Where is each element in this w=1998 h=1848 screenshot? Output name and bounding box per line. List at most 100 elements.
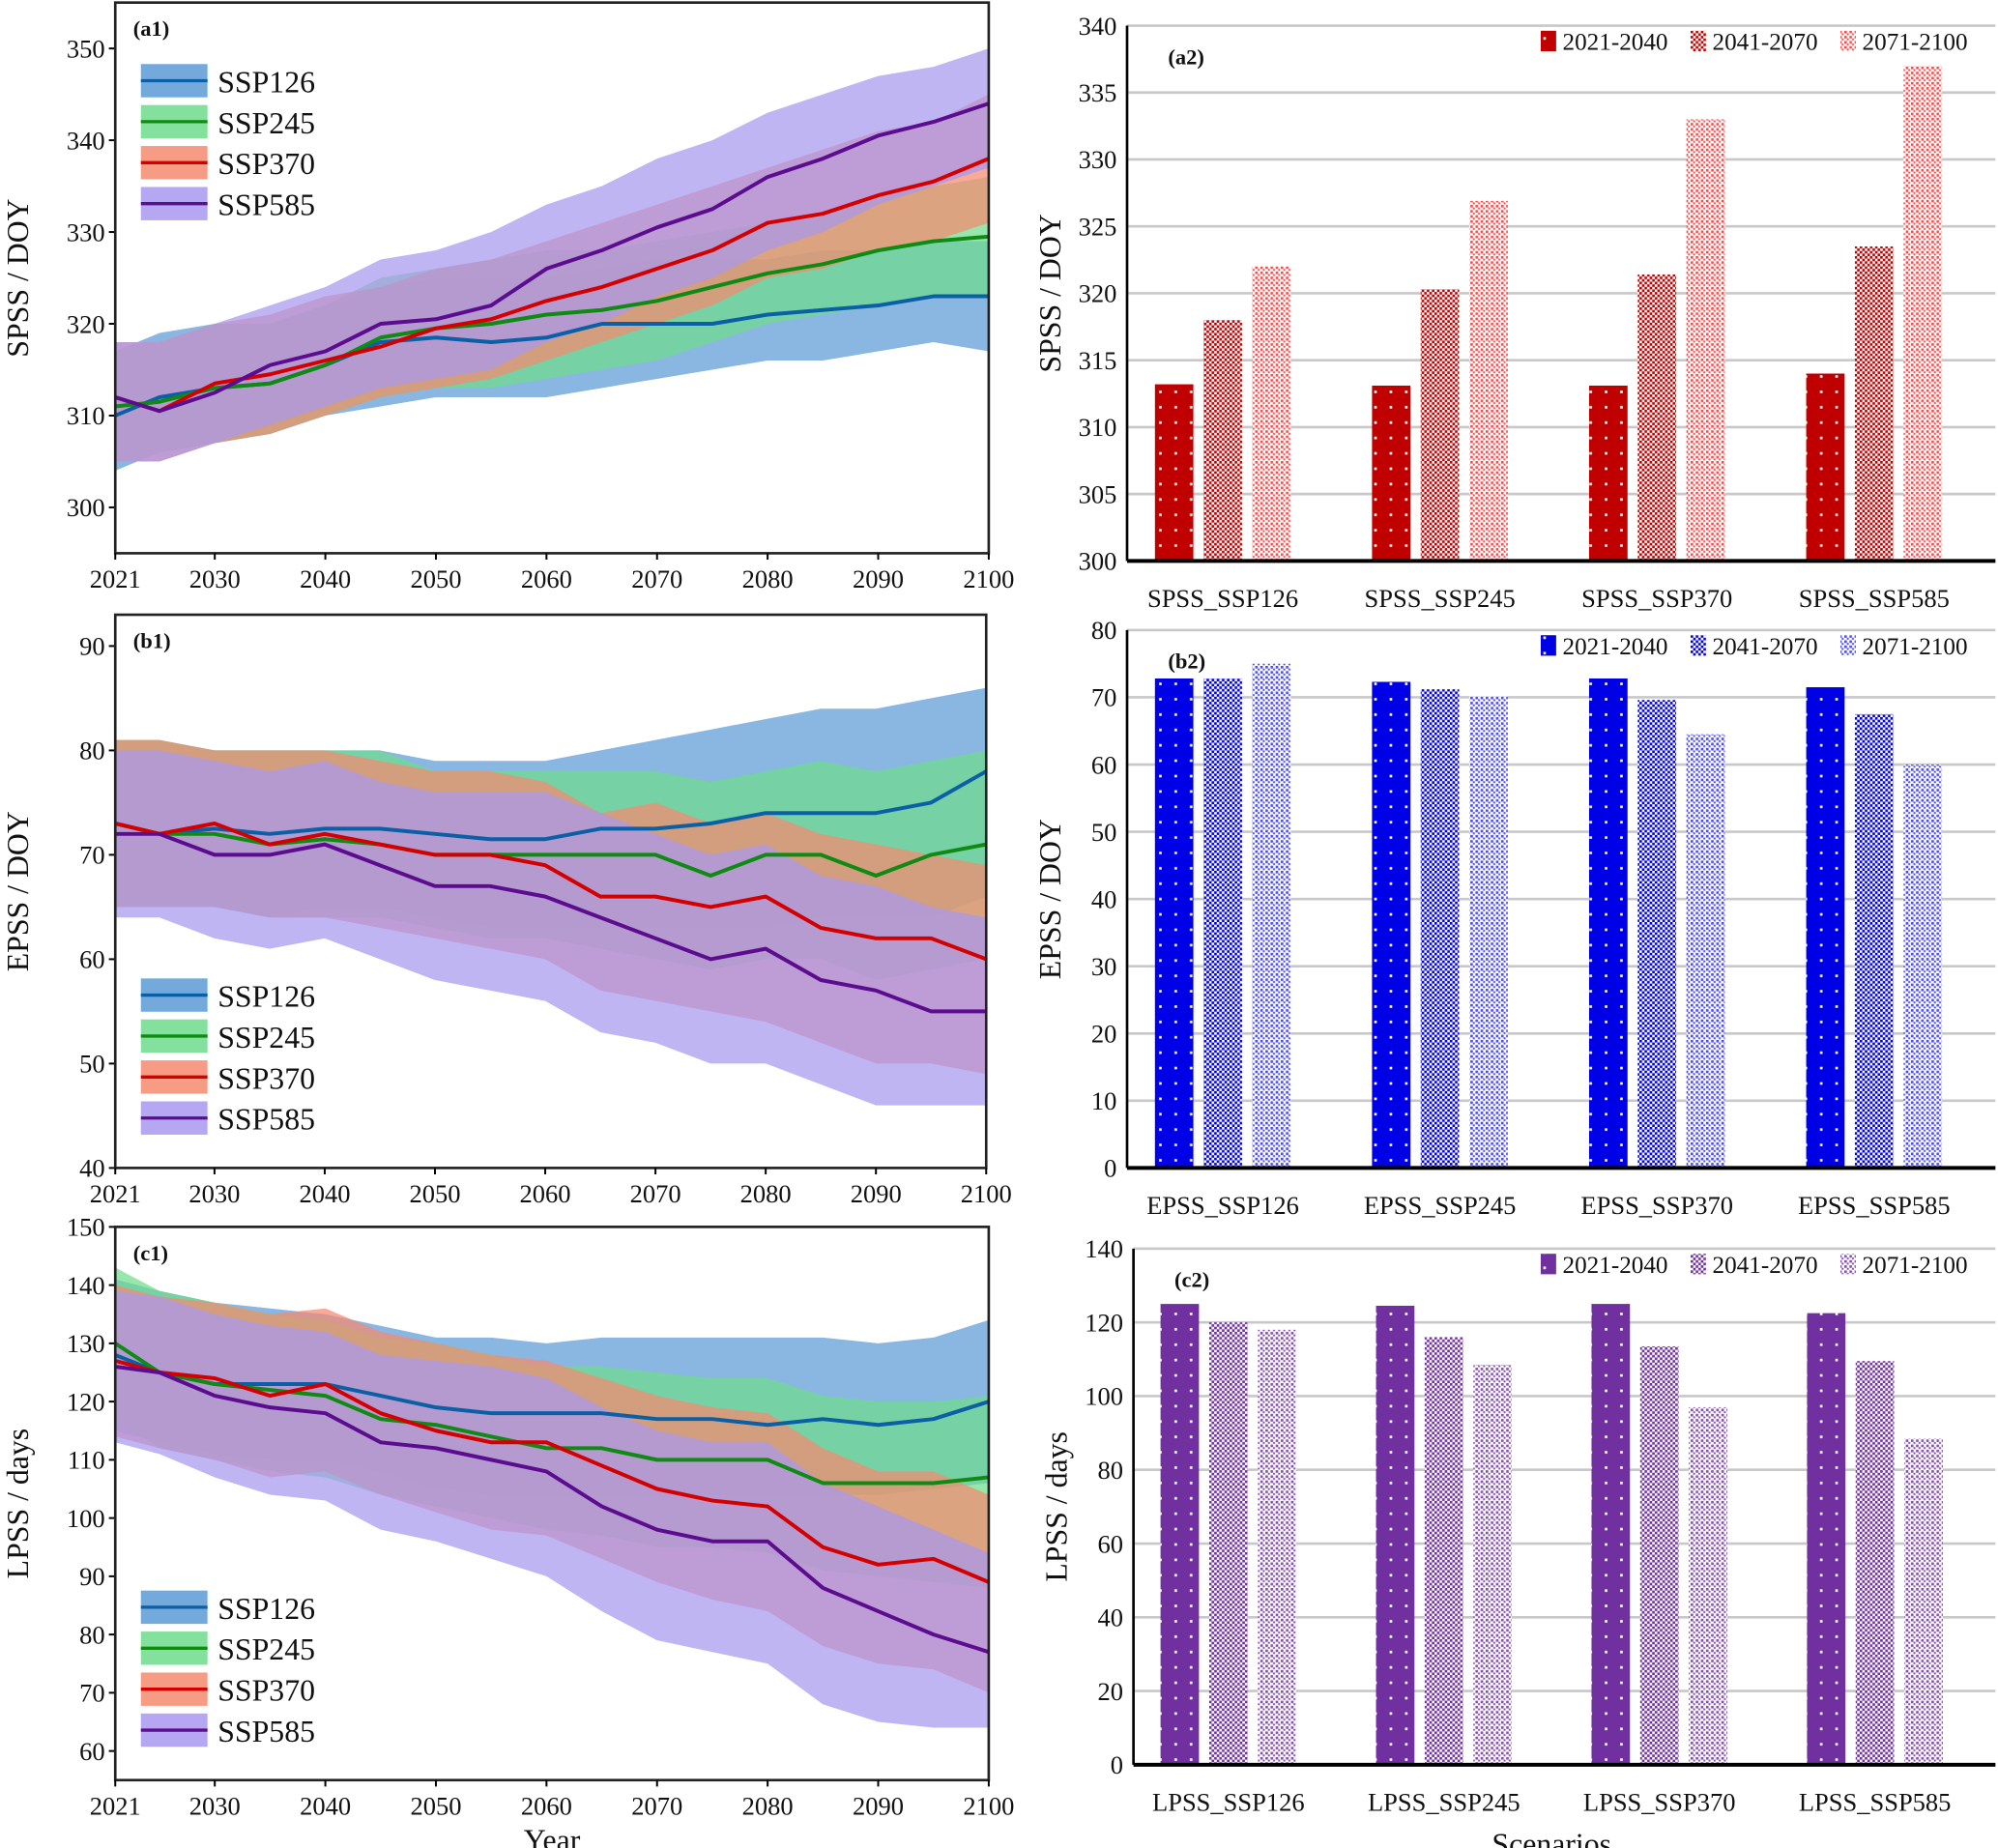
bar-2071-2100 — [1686, 119, 1725, 562]
bar-2071-2100 — [1469, 200, 1508, 562]
legend-swatch — [1691, 1254, 1706, 1275]
y-tick-label: 320 — [1079, 279, 1117, 308]
category-label: EPSS_SSP585 — [1798, 1191, 1951, 1220]
y-tick-label: 340 — [1079, 12, 1117, 41]
panel-label: (c1) — [133, 1241, 168, 1265]
legend-label: 2041-2070 — [1713, 1253, 1818, 1279]
y-axis-label: EPSS / DOY — [1, 811, 35, 971]
legend-item: 2041-2070 — [1691, 634, 1818, 660]
bar-2021-2040 — [1807, 1313, 1846, 1765]
y-axis-label: SPSS / DOY — [1033, 214, 1067, 372]
plot-area — [115, 1267, 989, 1728]
y-axis-label: LPSS / days — [1040, 1431, 1074, 1581]
bar-2041-2070 — [1203, 678, 1242, 1169]
y-tick-label: 0 — [1111, 1750, 1123, 1779]
legend-label: SSP245 — [217, 1021, 315, 1054]
x-tick-label: 2021 — [90, 1792, 141, 1821]
legend-label: 2071-2100 — [1863, 30, 1968, 56]
legend-item: 2021-2040 — [1540, 1253, 1668, 1279]
legend-label: 2021-2040 — [1562, 634, 1667, 660]
x-tick-label: 2080 — [740, 1179, 792, 1208]
legend-swatch — [1840, 635, 1856, 656]
category-label: LPSS_SSP585 — [1799, 1788, 1952, 1817]
legend-item: SSP370 — [140, 1060, 315, 1095]
legend-item: SSP585 — [140, 1101, 315, 1137]
y-axis-label: EPSS / DOY — [1033, 819, 1067, 979]
y-tick-label: 315 — [1079, 346, 1117, 375]
y-tick-label: 60 — [1091, 750, 1117, 779]
category-label: EPSS_SSP126 — [1146, 1191, 1299, 1220]
bar-2041-2070 — [1639, 1345, 1679, 1765]
legend-item: SSP245 — [140, 1631, 315, 1666]
legend-label: SSP126 — [217, 979, 315, 1013]
x-tick-label: 2100 — [963, 564, 1014, 593]
y-tick-label: 350 — [67, 34, 105, 63]
legend-swatch — [1840, 1254, 1856, 1275]
x-tick-label: 2060 — [521, 1792, 572, 1821]
bar-2021-2040 — [1154, 678, 1194, 1169]
bar-2071-2100 — [1903, 765, 1943, 1169]
y-axis-label: LPSS / days — [1, 1429, 35, 1578]
bar-2041-2070 — [1854, 245, 1894, 562]
legend-item: SSP126 — [140, 978, 315, 1013]
legend-swatch — [1691, 30, 1706, 52]
y-tick-label: 80 — [79, 1620, 105, 1649]
legend-label: SSP585 — [217, 1715, 315, 1748]
line-ssp370 — [115, 157, 989, 414]
bar-2041-2070 — [1208, 1322, 1248, 1765]
x-tick-label: 2040 — [300, 564, 351, 593]
legend-label: SSP245 — [217, 106, 315, 140]
category-label: EPSS_SSP245 — [1364, 1191, 1517, 1220]
x-tick-label: 2060 — [520, 1179, 571, 1208]
y-tick-label: 60 — [1098, 1529, 1124, 1558]
legend-swatch — [1691, 635, 1706, 656]
legend-label: 2021-2040 — [1562, 1253, 1667, 1279]
line-ssp245 — [115, 234, 989, 409]
x-tick-label: 2040 — [299, 1179, 350, 1208]
y-tick-label: 140 — [1085, 1234, 1123, 1263]
legend-item: SSP585 — [140, 187, 315, 222]
y-tick-label: 90 — [79, 632, 105, 661]
legend-label: SSP370 — [217, 147, 315, 181]
legend-label: SSP126 — [217, 1592, 315, 1626]
y-axis-label: SPSS / DOY — [1, 198, 35, 357]
legend-swatch — [1540, 1254, 1556, 1275]
legend-swatch — [1840, 30, 1856, 52]
y-tick-label: 330 — [67, 217, 105, 246]
category-label: LPSS_SSP126 — [1152, 1788, 1305, 1817]
bar-2021-2040 — [1588, 385, 1628, 562]
legend-label: 2041-2070 — [1713, 634, 1818, 660]
category-label: EPSS_SSP370 — [1580, 1191, 1733, 1220]
panel-c1: 60 70 80 90 100 110 120 130 140 150 LPSS / days 202… — [1, 1213, 1014, 1848]
legend-item: SSP126 — [140, 1590, 315, 1626]
legend-label: SSP126 — [217, 65, 315, 99]
legend-item: 2071-2100 — [1840, 1253, 1968, 1279]
bar-2071-2100 — [1473, 1365, 1512, 1765]
x-tick-label: 2090 — [853, 564, 904, 593]
y-tick-label: 130 — [67, 1329, 105, 1358]
panel-b2: 0 10 20 30 40 50 60 70 80 EPSS / DOY EPSS_SSP126 EP… — [1033, 616, 1996, 1220]
x-tick-label: 2090 — [853, 1792, 904, 1821]
category-label: LPSS_SSP370 — [1583, 1788, 1736, 1817]
y-tick-label: 70 — [1091, 683, 1117, 712]
bar-2041-2070 — [1203, 320, 1242, 562]
y-tick-label: 140 — [67, 1271, 105, 1300]
y-tick-label: 50 — [79, 1050, 105, 1079]
y-tick-label: 20 — [1091, 1020, 1117, 1049]
x-tick-label: 2080 — [742, 564, 794, 593]
bar-2041-2070 — [1637, 700, 1677, 1169]
bar-2021-2040 — [1375, 1306, 1415, 1765]
legend-label: 2021-2040 — [1562, 30, 1667, 56]
bar-2021-2040 — [1372, 385, 1411, 562]
plot-frame — [113, 1, 991, 555]
bar-2071-2100 — [1686, 734, 1725, 1169]
y-tick-label: 100 — [67, 1504, 105, 1533]
legend-item: 2021-2040 — [1540, 634, 1668, 660]
panel-c2: 0 20 40 60 80 100 120 140 LPSS / days LPSS_SSP126… — [1040, 1234, 1996, 1848]
legend-item: 2071-2100 — [1840, 634, 1968, 660]
bar-2021-2040 — [1806, 373, 1845, 562]
panel-a1: 300 310 320 330 340 350 SPSS / DOY 2021 2030 2040… — [1, 1, 1014, 593]
legend-swatch — [1540, 30, 1556, 52]
legend-item: SSP370 — [140, 146, 315, 181]
